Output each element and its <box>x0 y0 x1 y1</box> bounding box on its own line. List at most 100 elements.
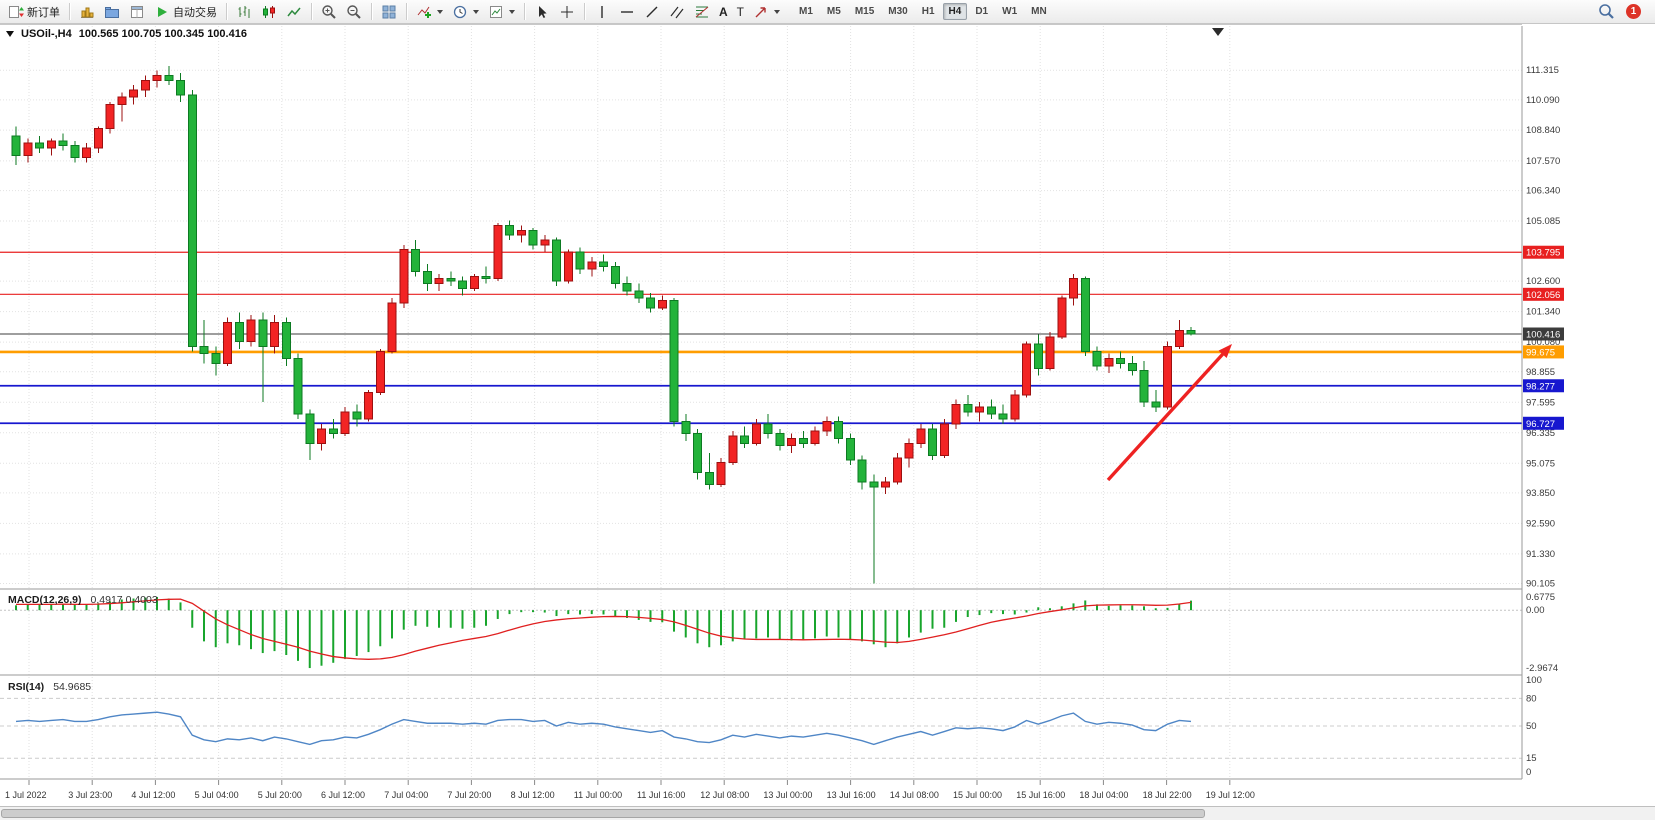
periodicity-button[interactable] <box>448 2 483 22</box>
timeframe-mn[interactable]: MN <box>1025 3 1053 20</box>
indicators-button[interactable] <box>412 2 447 22</box>
candle-body <box>587 261 597 270</box>
chevron-down-icon <box>509 9 515 14</box>
h-scrollbar[interactable] <box>0 806 1655 820</box>
arrow-tools-button[interactable] <box>749 2 784 22</box>
macd-histogram-bar <box>614 610 617 617</box>
line-chart-button[interactable] <box>282 2 306 22</box>
timeframe-m15[interactable]: M15 <box>849 3 880 20</box>
macd-histogram-bar <box>1025 610 1028 613</box>
macd-histogram-bar <box>508 610 511 615</box>
zoom-in-button[interactable] <box>317 2 341 22</box>
rsi-title: RSI(14) <box>8 681 45 693</box>
macd-histogram-bar <box>203 610 205 642</box>
candle-body <box>469 275 479 289</box>
time-axis-label: 19 Jul 12:00 <box>1206 790 1255 800</box>
macd-histogram-bar <box>496 610 499 619</box>
macd-histogram-bar <box>520 610 523 613</box>
candle-body <box>399 249 409 304</box>
cursor-tool-button[interactable] <box>530 2 554 22</box>
charts-button[interactable] <box>75 2 99 22</box>
candle-body <box>552 239 561 282</box>
macd-histogram-bar <box>978 610 981 616</box>
candle-body <box>998 413 1008 420</box>
candle-body <box>540 239 550 246</box>
macd-histogram-bar <box>449 610 452 628</box>
rsi-pane <box>0 697 1522 759</box>
macd-histogram-bar <box>931 610 934 629</box>
vertical-line-icon <box>601 5 603 18</box>
candle-body <box>481 275 491 280</box>
timeframe-m5[interactable]: M5 <box>821 3 847 20</box>
crosshair-tool-button[interactable] <box>555 2 579 22</box>
macd-histogram-bar <box>1107 605 1110 611</box>
main-toolbar: 新订单 自动交易 <box>0 0 1655 24</box>
macd-histogram-bar <box>555 610 558 617</box>
new-order-button[interactable]: 新订单 <box>4 2 64 22</box>
candle-body <box>775 433 785 447</box>
candlestick-button[interactable] <box>257 2 281 22</box>
price-level-badge-label: 98.277 <box>1526 381 1555 392</box>
price-axis-label: 107.570 <box>1526 156 1560 167</box>
price-chart[interactable]: 111.315 110.090 108.840 107.570 106.340 105.0… <box>0 24 1655 806</box>
candle-body <box>681 421 691 435</box>
channel-tool-button[interactable] <box>665 2 689 22</box>
text-label-tool-button[interactable]: T <box>733 2 748 22</box>
macd-histogram-bar <box>191 610 194 628</box>
macd-histogram-bar <box>637 610 640 620</box>
candle-body <box>352 411 362 420</box>
macd-histogram-bar <box>1166 607 1169 611</box>
macd-histogram-bar <box>626 610 628 618</box>
price-axis-label: 102.600 <box>1526 276 1560 287</box>
macd-histogram-bar <box>391 610 393 639</box>
auto-trading-button[interactable]: 自动交易 <box>150 2 221 22</box>
timeframe-m1[interactable]: M1 <box>793 3 819 20</box>
price-axis-label: 111.315 <box>1526 65 1559 76</box>
price-level-badge <box>1523 416 1564 430</box>
candle-body <box>986 406 996 415</box>
macd-histogram-bar <box>144 597 147 611</box>
candle-body <box>1116 358 1125 364</box>
trendline-tool-button[interactable] <box>640 2 664 22</box>
text-label-icon: T <box>736 4 745 19</box>
macd-histogram-bar <box>379 610 382 647</box>
price-level-badge-label: 102.056 <box>1526 290 1560 301</box>
candle-body <box>516 229 526 236</box>
macd-histogram-bar <box>320 610 323 666</box>
data-window-button[interactable] <box>125 2 149 22</box>
macd-histogram-bar <box>367 610 370 653</box>
horizontal-line-tool-button[interactable] <box>615 2 639 22</box>
price-level-badge <box>1523 327 1564 341</box>
candle-body <box>881 481 890 488</box>
price-axis-label: 91.330 <box>1526 549 1555 560</box>
macd-histogram-bar <box>332 610 335 663</box>
search-button[interactable] <box>1594 2 1619 22</box>
macd-histogram-bar <box>755 610 758 639</box>
candle-body <box>434 278 444 285</box>
candle-body <box>951 404 961 425</box>
collapse-triangle-icon[interactable] <box>6 31 14 37</box>
text-tool-button[interactable]: A <box>715 2 732 22</box>
profiles-button[interactable] <box>100 2 124 22</box>
timeframe-h4[interactable]: H4 <box>942 3 968 20</box>
candle-body <box>446 278 456 282</box>
candle-body <box>58 140 68 147</box>
scrollbar-thumb[interactable] <box>1 809 1205 818</box>
notification-badge[interactable]: 1 <box>1626 4 1641 19</box>
macd-histogram-bar <box>872 610 875 645</box>
templates-button[interactable] <box>484 2 519 22</box>
vertical-line-tool-button[interactable] <box>590 2 614 22</box>
bar-chart-button[interactable] <box>232 2 256 22</box>
candle-body <box>1151 401 1161 408</box>
timeframe-w1[interactable]: W1 <box>996 3 1023 20</box>
timeframe-d1[interactable]: D1 <box>969 3 994 20</box>
candle-body <box>975 406 984 413</box>
fibonacci-icon <box>695 6 709 17</box>
tile-windows-button[interactable] <box>377 2 401 22</box>
rsi-line <box>15 711 1192 746</box>
macd-histogram-bar <box>790 610 793 641</box>
timeframe-m30[interactable]: M30 <box>882 3 913 20</box>
zoom-out-button[interactable] <box>342 2 366 22</box>
timeframe-h1[interactable]: H1 <box>916 3 941 20</box>
fibonacci-tool-button[interactable] <box>690 2 714 22</box>
